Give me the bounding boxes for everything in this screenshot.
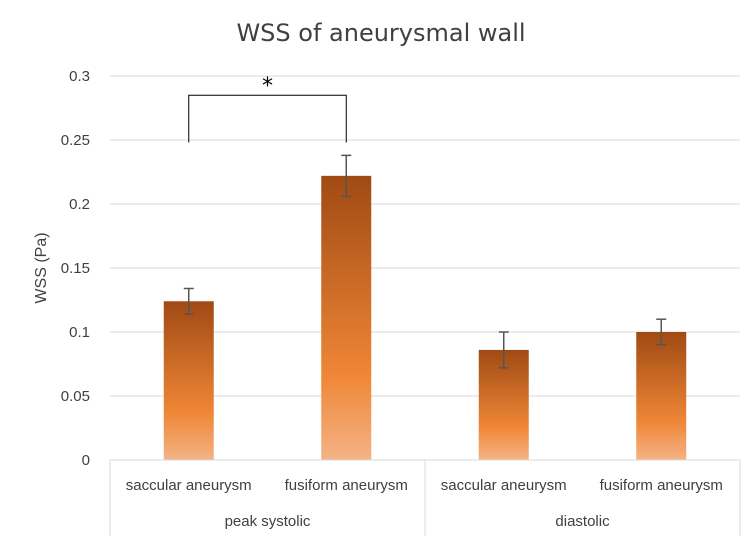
y-tick-label: 0 — [82, 452, 90, 469]
bar — [163, 301, 214, 460]
chart-title: WSS of aneurysmal wall — [236, 19, 525, 47]
y-tick-label: 0.3 — [69, 68, 90, 85]
y-tick-label: 0.1 — [69, 324, 90, 341]
group-label: peak systolic — [225, 513, 311, 530]
category-axis: saccular aneurysm fusiform aneurysm peak s… — [109, 459, 741, 536]
bars — [163, 175, 687, 460]
bar — [321, 175, 372, 460]
significance-star: * — [262, 74, 273, 99]
x-tick-label: fusiform aneurysm — [285, 477, 408, 494]
y-tick-label: 0.05 — [61, 388, 90, 405]
x-tick-label: fusiform aneurysm — [600, 477, 723, 494]
x-tick-label: saccular aneurysm — [126, 477, 252, 494]
bar — [636, 332, 687, 460]
gridlines — [110, 75, 740, 461]
x-tick-label: saccular aneurysm — [441, 477, 567, 494]
y-tick-label: 0.2 — [69, 196, 90, 213]
significance-annotation: * — [188, 74, 347, 143]
y-tick-label: 0.25 — [61, 132, 90, 149]
y-tick-label: 0.15 — [61, 260, 90, 277]
significance-bracket — [188, 94, 347, 143]
y-axis-title: WSS (Pa) — [33, 232, 50, 303]
group-label: diastolic — [555, 513, 610, 530]
y-tick-labels: 0 0.05 0.1 0.15 0.2 0.25 0.3 — [61, 68, 90, 469]
error-bars — [183, 154, 667, 369]
